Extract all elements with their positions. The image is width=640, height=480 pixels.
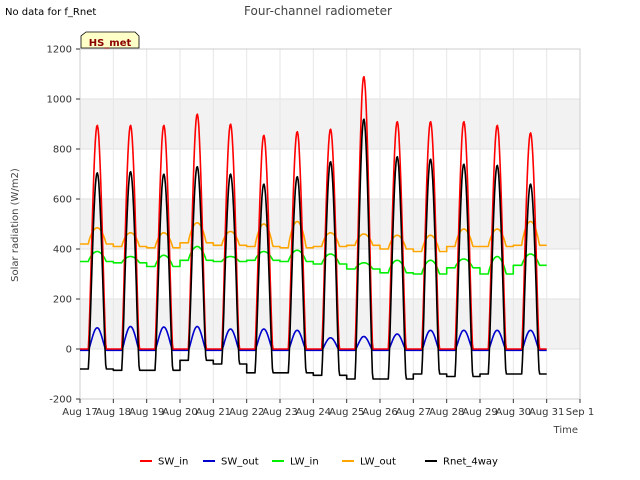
x-tick-label: Aug 28 — [429, 407, 464, 418]
y-tick-label: 1200 — [47, 45, 72, 56]
y-tick-label: -200 — [49, 395, 72, 406]
x-tick-label: Aug 23 — [262, 407, 297, 418]
y-tick-label: 800 — [53, 145, 72, 156]
y-tick-label: 0 — [66, 345, 72, 356]
background-bands — [80, 99, 580, 349]
no-data-note: No data for f_Rnet — [5, 7, 97, 18]
legend-label: Rnet_4way — [443, 457, 498, 468]
hs-met-badge: HS_met — [80, 31, 140, 49]
band-1 — [80, 199, 580, 249]
x-tick-label: Aug 20 — [162, 407, 197, 418]
x-tick-label: Aug 29 — [462, 407, 497, 418]
x-tick-label: Aug 27 — [396, 407, 431, 418]
legend-label: SW_out — [221, 457, 259, 468]
x-tick-label: Aug 26 — [362, 407, 397, 418]
x-tick-label: Aug 25 — [329, 407, 364, 418]
legend-label: SW_in — [158, 457, 188, 468]
plot-frame — [79, 48, 581, 400]
legend-label: LW_in — [290, 457, 319, 468]
y-axis-label: Solar radiation (W/m2) — [10, 168, 21, 282]
series-line-sw-in — [79, 75, 547, 350]
badge-label: HS_met — [89, 38, 132, 49]
legend: SW_in SW_out LW_in LW_out Rnet_4way — [140, 457, 498, 468]
y-tick-label: 400 — [53, 245, 72, 256]
chart-title: Four-channel radiometer — [244, 4, 392, 18]
x-tick-label: Sep 1 — [566, 407, 594, 418]
x-tick-label: Aug 17 — [62, 407, 97, 418]
series-layer — [79, 75, 547, 380]
band-2 — [80, 99, 580, 149]
x-tick-label: Aug 18 — [96, 407, 131, 418]
y-tick-label: 200 — [53, 295, 72, 306]
y-tick-label: 1000 — [47, 95, 72, 106]
band-0 — [80, 299, 580, 349]
x-tick-label: Aug 21 — [196, 407, 231, 418]
x-tick-label: Aug 24 — [296, 407, 331, 418]
legend-label: LW_out — [360, 457, 396, 468]
x-axis-label: Time — [553, 425, 578, 436]
x-tick-label: Aug 22 — [229, 407, 264, 418]
x-tick-label: Aug 31 — [529, 407, 564, 418]
series-line-sw-out — [79, 325, 547, 352]
x-tick-label: Aug 30 — [496, 407, 531, 418]
series-line-rnet-4way — [79, 118, 547, 380]
y-ticks: -200 0 200 400 600 800 1000 1200 — [47, 45, 80, 406]
y-tick-label: 600 — [53, 195, 72, 206]
x-tick-label: Aug 19 — [129, 407, 164, 418]
